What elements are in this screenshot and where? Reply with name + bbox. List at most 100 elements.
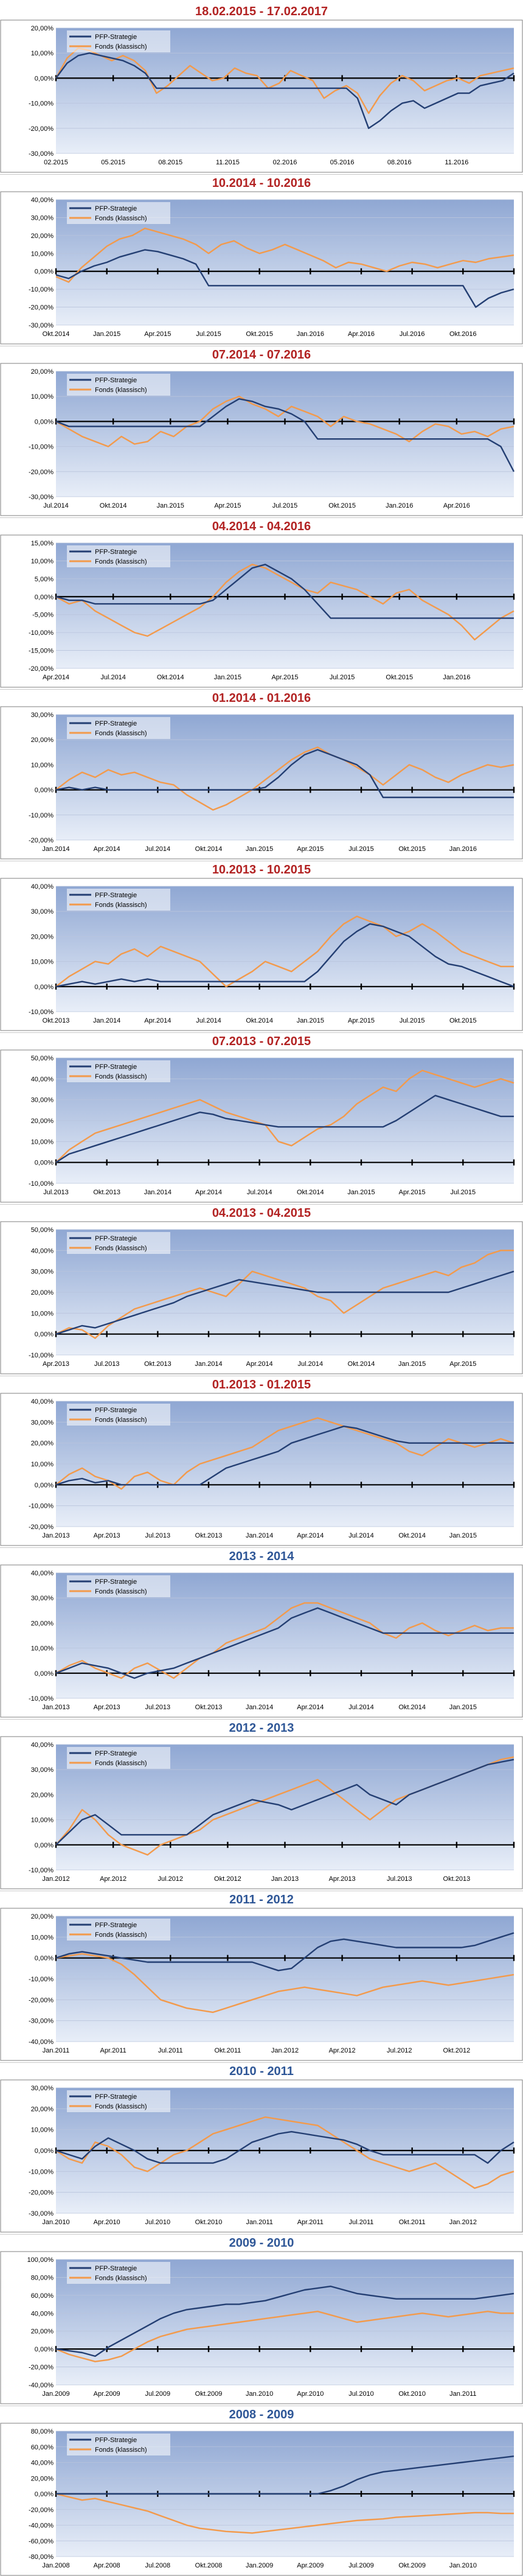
line-chart: 20,00%10,00%0,00%-10,00%-20,00%-30,00%Ju…: [0, 363, 523, 516]
x-tick-label: Okt.2013: [144, 1360, 171, 1368]
y-tick-label: -20,00%: [29, 2364, 54, 2371]
x-tick-label: Apr.2014: [94, 845, 120, 853]
y-tick-label: 0,00%: [35, 2491, 54, 2498]
y-tick-label: 20,00%: [31, 1289, 54, 1297]
x-tick-label: 11.2015: [216, 159, 240, 166]
series-line-pfp-strategie: [55, 249, 514, 308]
x-tick-label: Okt.2013: [443, 1875, 471, 1883]
section-divider: [0, 2062, 523, 2063]
x-tick-label: Jul.2014: [43, 502, 69, 509]
series-line-pfp-strategie: [55, 923, 514, 987]
x-tick-label: Jan.2009: [246, 2562, 273, 2569]
x-tick-label: Apr.2010: [94, 2219, 120, 2226]
x-tick-label: Jul.2014: [247, 1189, 272, 1196]
legend-box: [67, 889, 170, 911]
legend-label: PFP-Strategie: [95, 1750, 137, 1757]
y-tick-label: 10,00%: [31, 393, 54, 401]
legend-label: Fonds (klassisch): [95, 1588, 147, 1595]
y-tick-label: 50,00%: [31, 1055, 54, 1062]
legend-label: Fonds (klassisch): [95, 387, 147, 394]
x-tick-label: Jul.2014: [145, 845, 171, 853]
x-tick-label: Okt.2012: [214, 1875, 241, 1883]
y-tick-label: -10,00%: [29, 100, 54, 108]
section-divider: [0, 689, 523, 690]
series-line-pfp-strategie: [55, 398, 515, 472]
series-line-pfp-strategie: [55, 2130, 514, 2164]
legend-label: PFP-Strategie: [95, 1235, 137, 1242]
section-divider: [0, 517, 523, 518]
x-tick-label: Jul.2014: [196, 1017, 221, 1024]
chart-title: 2008 - 2009: [229, 2408, 294, 2421]
y-tick-label: -10,00%: [29, 1976, 54, 1983]
x-tick-label: Okt.2016: [449, 331, 477, 338]
y-tick-label: -20,00%: [29, 1997, 54, 2004]
x-tick-label: Jul.2013: [387, 1875, 412, 1883]
x-tick-label: Apr.2015: [449, 1360, 476, 1368]
series-line-fonds-klassisch: [55, 2116, 514, 2189]
chart-title: 10.2013 - 10.2015: [212, 863, 311, 877]
legend-label: PFP-Strategie: [95, 548, 137, 556]
x-tick-label: Apr.2014: [43, 674, 69, 681]
x-tick-label: Jan.2011: [43, 2047, 69, 2054]
x-tick-label: Jan.2014: [246, 1532, 273, 1539]
x-tick-label: Apr.2015: [214, 502, 241, 509]
x-tick-label: Apr.2013: [43, 1360, 69, 1368]
y-tick-label: 60,00%: [31, 2292, 54, 2300]
legend-box: [67, 1575, 170, 1597]
y-tick-label: -20,00%: [29, 125, 54, 133]
series-line-pfp-strategie: [55, 52, 514, 130]
y-tick-label: 50,00%: [31, 1227, 54, 1234]
legend-label: PFP-Strategie: [95, 377, 137, 384]
chart-panel: 04.2014 - 04.2016 15,00% 10,00% 5,00% 0,00% -…: [0, 520, 523, 688]
x-tick-label: Jan.2014: [144, 1189, 171, 1196]
x-tick-label: Jan.2016: [297, 331, 324, 338]
y-tick-label: 20,00%: [31, 1791, 54, 1799]
line-chart: 40,00% 30,00% 20,00% 10,00% 0,00% -10,00% -20,…: [0, 1393, 523, 1546]
legend-label: PFP-Strategie: [95, 2265, 137, 2272]
chart-panel: 04.2013 - 04.2015 50,00% 40,00% 30,00% 20,00…: [0, 1206, 523, 1374]
line-chart: 15,00% 10,00% 5,00% 0,00% -5,00% -10,00% -15,0…: [0, 534, 523, 688]
x-tick-label: Jul.2015: [400, 1017, 425, 1024]
x-tick-label: Apr.2016: [348, 331, 375, 338]
x-tick-label: Jul.2010: [145, 2219, 171, 2226]
chart-title: 04.2013 - 04.2015: [212, 1206, 311, 1220]
y-tick-label: -40,00%: [29, 2522, 54, 2530]
legend-box: [67, 2262, 170, 2284]
x-tick-label: Apr.2015: [297, 845, 324, 853]
legend-label: Fonds (klassisch): [95, 43, 147, 51]
x-tick-label: Jan.2011: [246, 2219, 272, 2226]
x-tick-label: Apr.2013: [329, 1875, 356, 1883]
legend-label: PFP-Strategie: [95, 33, 137, 41]
series-line-fonds-klassisch: [55, 746, 514, 811]
chart-title: 2010 - 2011: [229, 2065, 294, 2078]
y-tick-label: 30,00%: [31, 712, 54, 719]
chart-title: 18.02.2015 - 17.02.2017: [195, 5, 328, 18]
y-tick-label: 10,00%: [31, 1138, 54, 1146]
y-tick-label: 5,00%: [35, 576, 54, 583]
x-tick-label: Okt.2014: [43, 331, 70, 338]
line-chart: 40,00%30,00%20,00%10,00%0,00%-10,00%Jan.…: [0, 1736, 523, 1889]
x-tick-label: Jul.2013: [145, 1704, 171, 1711]
y-tick-label: 30,00%: [31, 214, 54, 222]
x-tick-label: Jan.2011: [449, 2390, 476, 2398]
x-tick-label: Okt.2013: [93, 1189, 120, 1196]
y-tick-label: 20,00%: [31, 1620, 54, 1627]
x-tick-label: Jul.2014: [298, 1360, 324, 1368]
y-tick-label: -10,00%: [29, 1695, 54, 1703]
legend-label: Fonds (klassisch): [95, 1073, 147, 1080]
chart-panel: 18.02.2015 - 17.02.2017 20,00% 10,00% 0,00%…: [0, 5, 523, 173]
x-tick-label: Jul.2009: [348, 2562, 374, 2569]
x-tick-label: Jan.2013: [271, 1875, 299, 1883]
x-tick-label: Jul.2013: [43, 1189, 69, 1196]
series-line-fonds-klassisch: [55, 1417, 514, 1490]
legend-box: [67, 717, 170, 739]
legend-label: PFP-Strategie: [95, 2093, 137, 2101]
x-tick-label: Jan.2010: [246, 2390, 273, 2398]
x-tick-label: Okt.2015: [386, 674, 413, 681]
y-tick-label: 15,00%: [31, 540, 54, 547]
x-tick-label: Jan.2014: [195, 1360, 222, 1368]
legend-label: PFP-Strategie: [95, 1578, 137, 1586]
series-line-pfp-strategie: [55, 2285, 514, 2357]
y-tick-label: 20,00%: [31, 737, 54, 744]
x-tick-label: Apr.2016: [443, 502, 470, 509]
